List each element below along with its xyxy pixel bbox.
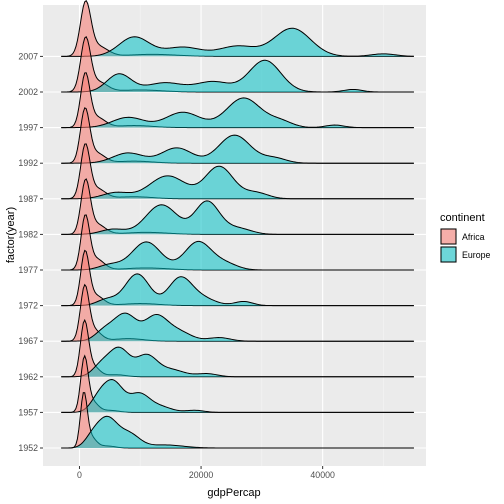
ridge-europe-1962 xyxy=(61,347,414,377)
ridge-outline-europe-2007 xyxy=(61,27,414,57)
ridge-europe-1992 xyxy=(61,135,414,164)
x-tick-label-20000: 20000 xyxy=(189,470,214,480)
ridge-row-1997 xyxy=(61,72,414,129)
ridge-outline-europe-1952 xyxy=(61,415,414,449)
ridge-outline-europe-1972 xyxy=(61,273,414,307)
y-axis-title: factor(year) xyxy=(5,207,17,263)
ridge-africa-1992 xyxy=(61,107,414,164)
y-tick-label-1972: 1972 xyxy=(18,301,38,311)
x-axis-title: gdpPercap xyxy=(207,487,260,499)
ridge-row-1972 xyxy=(61,249,414,307)
ridge-europe-1957 xyxy=(61,379,414,413)
legend-label-africa: Africa xyxy=(462,232,485,242)
ridge-africa-1997 xyxy=(61,72,414,128)
ridge-africa-2007 xyxy=(61,0,414,57)
y-tick-label-1962: 1962 xyxy=(18,372,38,382)
y-tick-label-1982: 1982 xyxy=(18,229,38,239)
ridge-outline-europe-1987 xyxy=(61,165,414,200)
ridge-row-2007 xyxy=(61,0,414,57)
y-tick-label-2002: 2002 xyxy=(18,87,38,97)
ridge-europe-1987 xyxy=(61,166,414,199)
ridge-africa-1977 xyxy=(61,214,414,270)
legend-label-europe: Europe xyxy=(462,250,490,260)
y-tick-label-1997: 1997 xyxy=(18,123,38,133)
ridge-europe-1982 xyxy=(61,200,414,235)
ridge-outline-europe-1962 xyxy=(61,346,414,378)
ridge-row-1962 xyxy=(61,318,414,378)
ridges xyxy=(61,0,414,449)
legend: continent Africa Europe xyxy=(440,212,490,263)
y-tick-label-1957: 1957 xyxy=(18,407,38,417)
ridge-europe-1952 xyxy=(61,416,414,448)
legend-title: continent xyxy=(440,212,485,224)
ridge-row-1977 xyxy=(61,214,414,271)
ridge-outline-europe-1957 xyxy=(61,379,414,413)
legend-key-africa xyxy=(440,228,457,245)
y-tick-label-1952: 1952 xyxy=(18,443,38,453)
ridge-europe-1972 xyxy=(61,273,414,306)
ridge-europe-1977 xyxy=(61,241,414,270)
ridge-row-1957 xyxy=(61,354,414,413)
ridge-africa-2002 xyxy=(61,36,414,92)
ridge-row-1987 xyxy=(61,143,414,200)
ridge-africa-1982 xyxy=(61,178,414,235)
ridge-europe-1997 xyxy=(61,97,414,128)
ridge-africa-1987 xyxy=(61,143,414,199)
ridge-europe-2007 xyxy=(61,28,414,57)
ridge-row-1982 xyxy=(61,178,414,235)
ridge-row-1967 xyxy=(61,283,414,342)
y-tick-label-1992: 1992 xyxy=(18,158,38,168)
ridge-africa-1972 xyxy=(61,250,414,306)
ridge-outline-europe-1992 xyxy=(61,134,414,164)
ridge-row-1952 xyxy=(61,392,414,449)
legend-key-europe xyxy=(440,246,457,263)
y-tick-label-2007: 2007 xyxy=(18,51,38,61)
ridge-outline-europe-1967 xyxy=(61,312,414,342)
x-tick-label-0: 0 xyxy=(77,470,82,480)
ridge-outline-europe-1977 xyxy=(61,240,414,271)
ridge-europe-1967 xyxy=(61,313,414,342)
ridge-row-2002 xyxy=(61,35,414,93)
ridge-outline-europe-1982 xyxy=(61,200,414,235)
y-axis: 1952 1957 1962 1967 1972 1977 1982 1987 1992 1997… xyxy=(18,51,43,453)
y-tick-label-1987: 1987 xyxy=(18,194,38,204)
y-tick-label-1977: 1977 xyxy=(18,265,38,275)
y-tick-label-1967: 1967 xyxy=(18,336,38,346)
ridge-outline-europe-1997 xyxy=(61,97,414,129)
ridge-outline-europe-2002 xyxy=(61,59,414,93)
ridge-row-1992 xyxy=(61,107,414,164)
x-axis: 0 20000 40000 xyxy=(77,466,335,480)
x-tick-label-40000: 40000 xyxy=(310,470,335,480)
